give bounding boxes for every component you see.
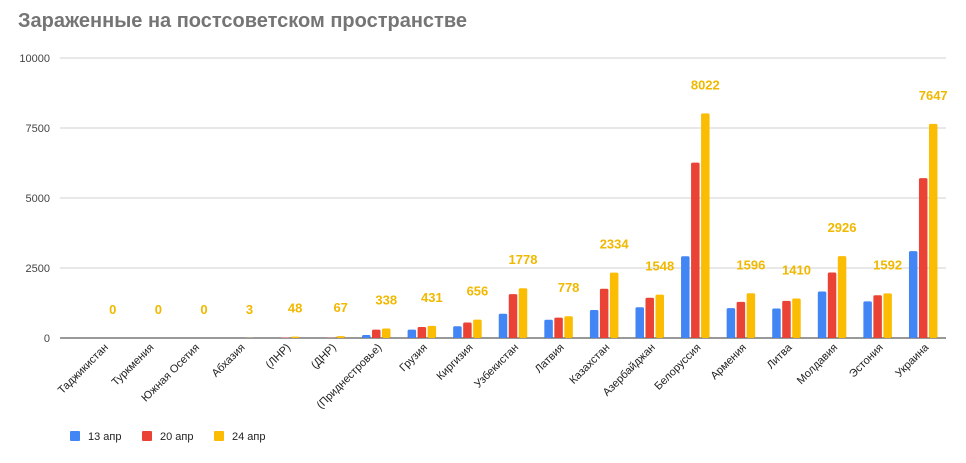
bar-2-13[interactable] xyxy=(645,297,654,338)
data-labels: 0 0 0 3 48 67 338 431 656 1778 778 2334 1548 8022 1596… xyxy=(109,77,947,317)
bar-2-19[interactable] xyxy=(918,178,928,338)
legend-label-3: 24 апр xyxy=(232,431,265,443)
chart-title: Зараженные на постсоветском пространстве xyxy=(18,10,467,32)
legend-swatch-2 xyxy=(142,431,152,441)
x-tick-label: Узбекистан xyxy=(472,342,521,391)
bar-3-15[interactable] xyxy=(746,293,756,338)
bar-2-10[interactable] xyxy=(508,294,518,338)
bar-3-16[interactable] xyxy=(792,298,801,338)
bars xyxy=(235,113,938,338)
bar-3-5[interactable] xyxy=(290,336,300,338)
data-label: 2334 xyxy=(600,237,630,252)
y-tick-label: 10000 xyxy=(19,53,50,65)
bar-3-8[interactable] xyxy=(427,325,437,338)
bar-1-15[interactable] xyxy=(726,308,736,338)
bar-1-19[interactable] xyxy=(908,251,918,338)
data-label: 656 xyxy=(467,284,489,299)
data-label: 1592 xyxy=(873,257,902,272)
bar-2-7[interactable] xyxy=(372,329,381,338)
data-label: 67 xyxy=(333,300,347,315)
y-tick-label: 7500 xyxy=(26,123,50,135)
x-tick-label: Эстония xyxy=(847,342,886,381)
x-tick-label: Таджикистан xyxy=(56,342,111,397)
bar-3-14[interactable] xyxy=(701,113,710,338)
data-label: 338 xyxy=(375,293,397,308)
bar-1-18[interactable] xyxy=(863,301,872,338)
x-tick-label: (ДНР) xyxy=(309,342,339,372)
data-label: 0 xyxy=(155,302,162,317)
data-label: 0 xyxy=(109,302,116,317)
bar-1-11[interactable] xyxy=(544,319,553,338)
bar-3-6[interactable] xyxy=(336,336,345,338)
bar-3-18[interactable] xyxy=(883,293,892,338)
y-tick-label: 0 xyxy=(44,333,50,345)
data-label: 3 xyxy=(246,302,253,317)
bar-3-12[interactable] xyxy=(609,272,619,338)
bar-3-13[interactable] xyxy=(655,294,664,338)
x-tick-label: Казахстан xyxy=(567,342,612,387)
bar-2-16[interactable] xyxy=(782,300,791,338)
bar-1-14[interactable] xyxy=(681,256,690,338)
bar-2-11[interactable] xyxy=(554,317,563,338)
bar-2-8[interactable] xyxy=(417,326,427,338)
data-label: 7647 xyxy=(919,88,948,103)
x-tick-label: Латвия xyxy=(533,342,567,376)
x-tick-label: Литва xyxy=(765,341,795,371)
bar-1-9[interactable] xyxy=(453,326,462,338)
data-label: 1548 xyxy=(645,259,674,274)
data-label: 431 xyxy=(421,290,443,305)
bar-3-11[interactable] xyxy=(564,316,573,338)
y-axis-ticks: 0 2500 5000 7500 10000 xyxy=(19,53,50,345)
data-label: 48 xyxy=(288,301,302,316)
bar-2-12[interactable] xyxy=(599,288,609,338)
bar-3-9[interactable] xyxy=(473,319,482,338)
data-label: 1778 xyxy=(509,252,538,267)
legend: 13 апр 20 апр 24 апр xyxy=(70,431,265,443)
bar-2-18[interactable] xyxy=(873,295,882,338)
gridlines xyxy=(60,57,946,339)
x-tick-label: Грузия xyxy=(397,342,430,375)
bar-1-17[interactable] xyxy=(817,291,827,338)
legend-label-1: 13 апр xyxy=(88,431,121,443)
bar-1-16[interactable] xyxy=(772,308,781,338)
bar-2-9[interactable] xyxy=(463,322,472,338)
bar-2-14[interactable] xyxy=(691,162,700,338)
bar-3-17[interactable] xyxy=(837,256,847,338)
legend-label-2: 20 апр xyxy=(160,431,193,443)
x-tick-label: Киргизия xyxy=(435,342,476,383)
bar-3-19[interactable] xyxy=(928,123,938,338)
x-tick-label: Украина xyxy=(893,341,932,380)
data-label: 1410 xyxy=(782,263,811,278)
data-label: 8022 xyxy=(691,77,720,92)
x-tick-label: Абхазия xyxy=(210,342,248,380)
data-label: 0 xyxy=(200,302,207,317)
x-tick-label: Армения xyxy=(708,342,749,383)
bar-2-15[interactable] xyxy=(736,301,746,338)
bar-1-12[interactable] xyxy=(589,310,599,338)
bar-1-10[interactable] xyxy=(498,313,508,338)
y-tick-label: 5000 xyxy=(26,193,50,205)
x-tick-label: Белоруссия xyxy=(652,342,703,393)
x-tick-label: Молдавия xyxy=(795,342,840,387)
data-label: 778 xyxy=(558,280,580,295)
bar-2-17[interactable] xyxy=(827,272,837,338)
x-tick-label: (ЛНР) xyxy=(264,342,294,372)
y-tick-label: 2500 xyxy=(26,263,50,275)
data-label: 2926 xyxy=(828,220,857,235)
bar-1-8[interactable] xyxy=(407,329,417,338)
x-tick-label: Туркмения xyxy=(110,342,157,389)
data-label: 1596 xyxy=(736,257,765,272)
bar-3-10[interactable] xyxy=(518,288,528,338)
legend-swatch-3 xyxy=(214,431,224,441)
bar-3-7[interactable] xyxy=(382,328,391,338)
bar-1-7[interactable] xyxy=(362,335,371,338)
legend-swatch-1 xyxy=(70,431,80,441)
bar-1-13[interactable] xyxy=(635,307,644,338)
